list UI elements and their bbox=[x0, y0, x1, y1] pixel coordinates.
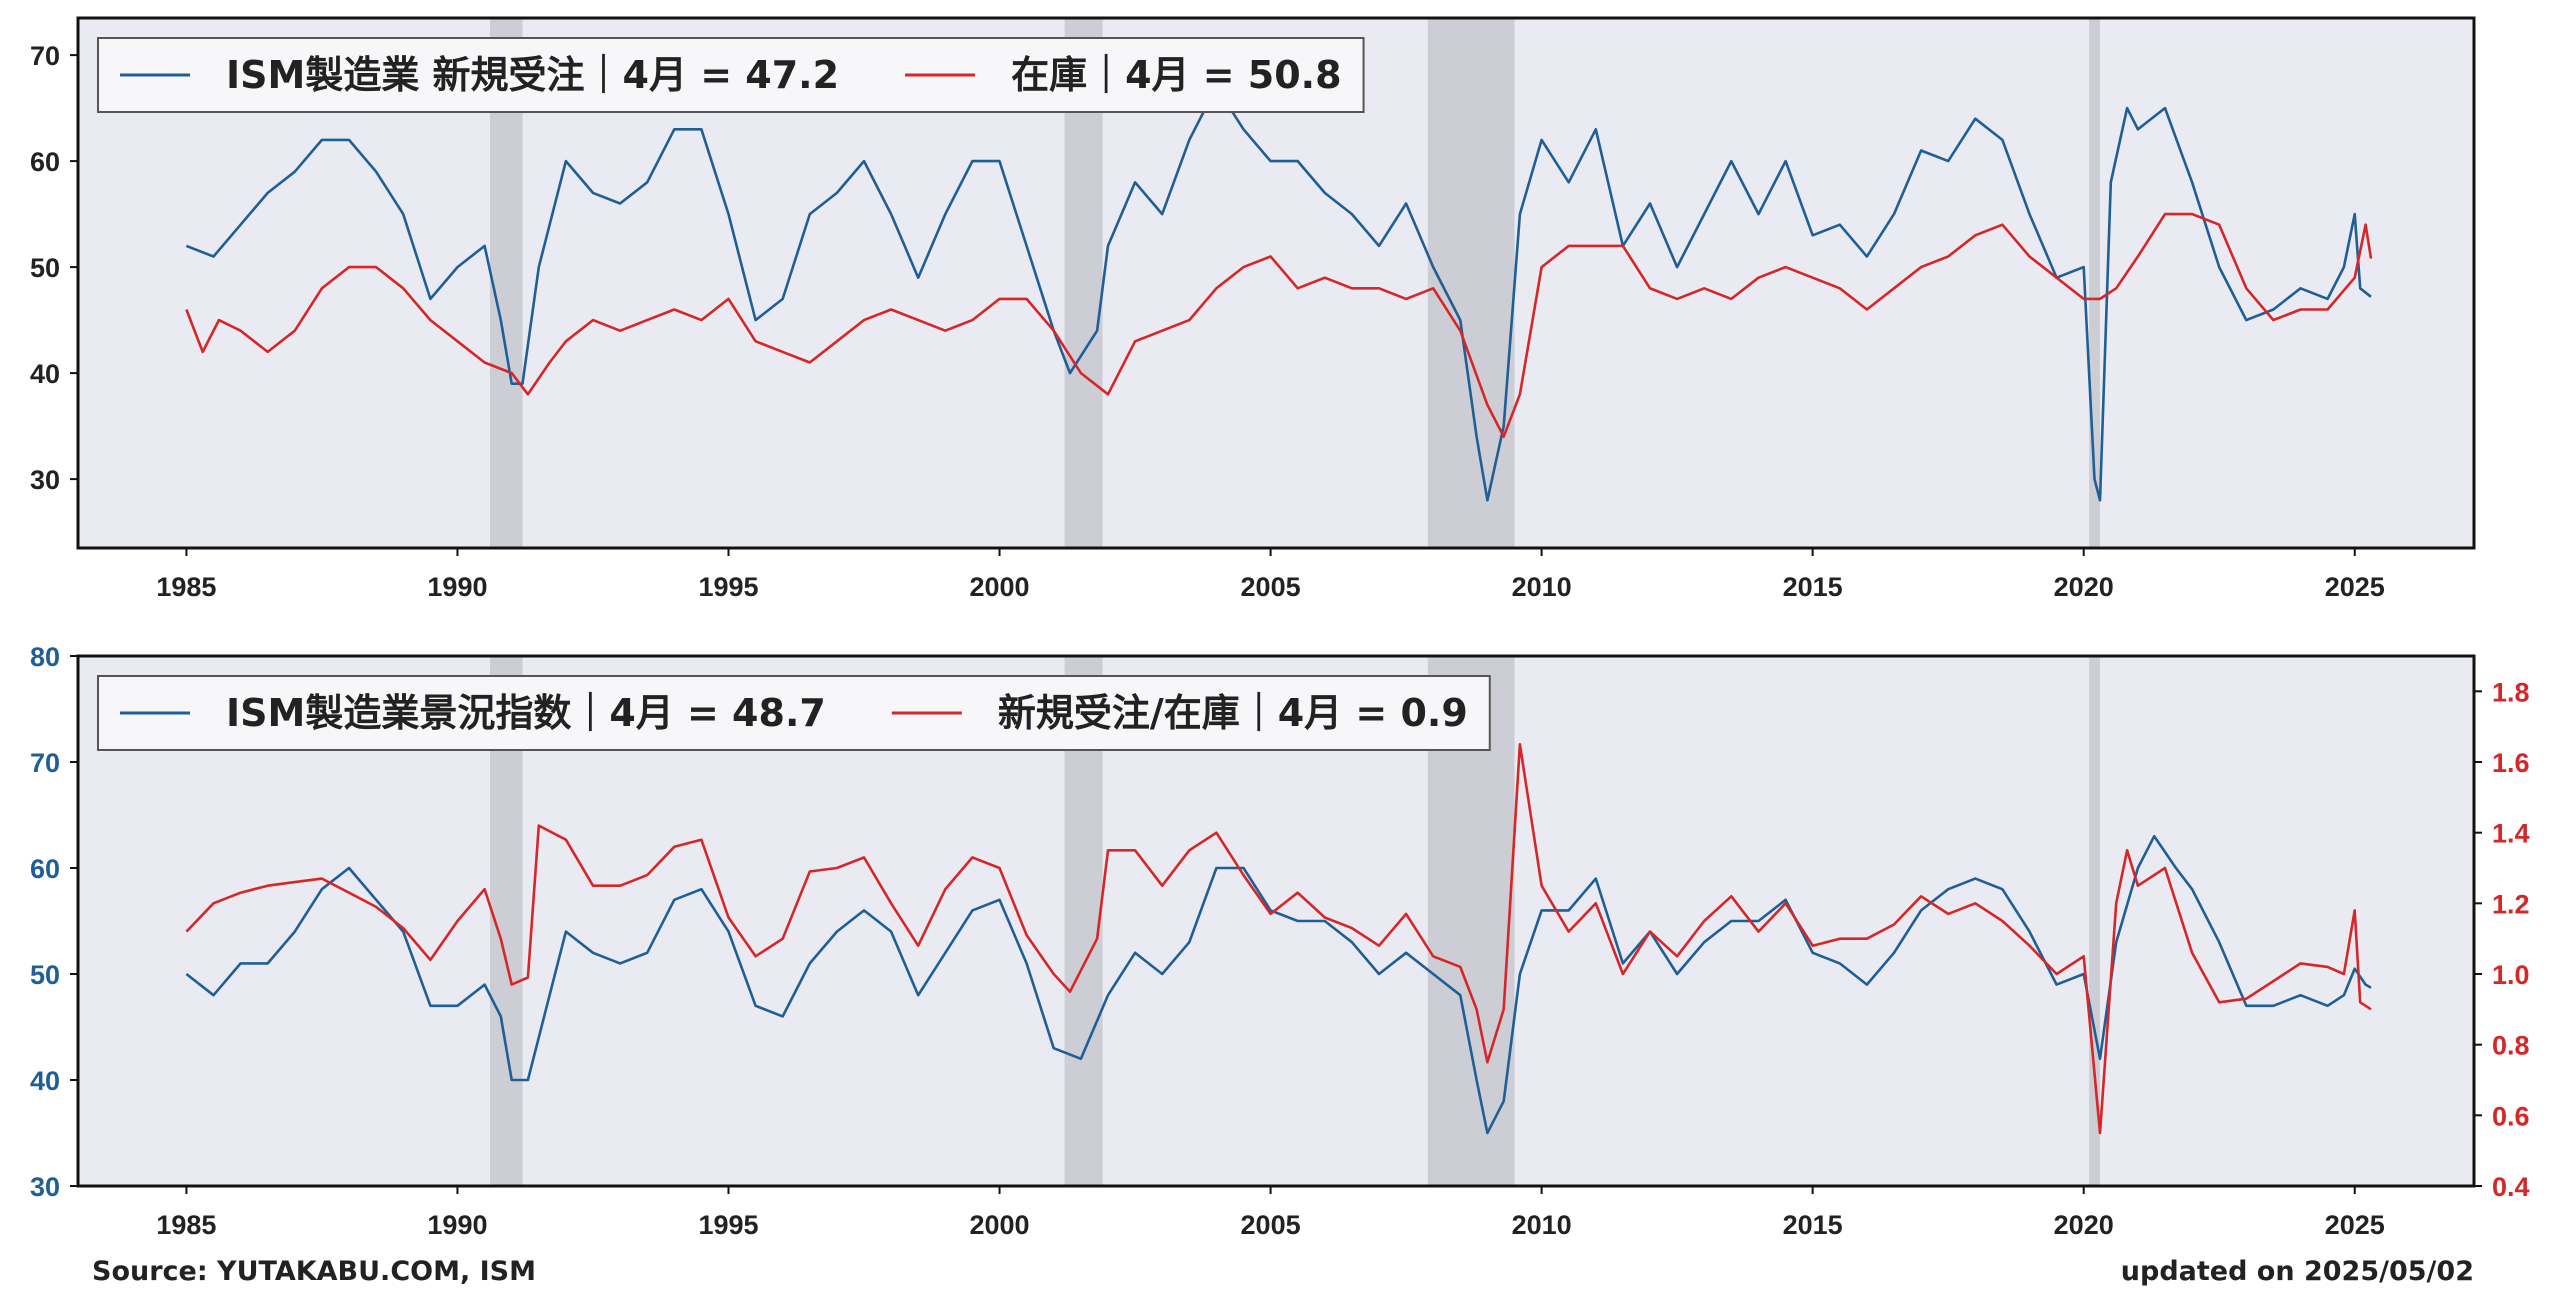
x-tick-label: 2005 bbox=[1241, 572, 1301, 602]
x-tick-label: 2005 bbox=[1241, 1210, 1301, 1240]
legend-box bbox=[97, 37, 1365, 113]
x-tick-label: 1985 bbox=[156, 572, 216, 602]
legend-label: 新規受注/在庫｜4月 = 0.9 bbox=[998, 691, 1468, 735]
x-tick-label: 2025 bbox=[2325, 1210, 2385, 1240]
bottom-panel: 1985 1990 1995 2000 2005 2010 2015 2020 2025 30 40… bbox=[30, 642, 2530, 1240]
legend-label: ISM製造業景況指数｜4月 = 48.7 bbox=[226, 691, 826, 735]
x-tick-label: 2015 bbox=[1783, 1210, 1843, 1240]
legend: ISM製造業景況指数｜4月 = 48.7 新規受注/在庫｜4月 = 0.9 bbox=[97, 675, 1491, 751]
plot-frame bbox=[76, 654, 2476, 1188]
x-tick-label: 2010 bbox=[1512, 572, 1572, 602]
x-tick-label: 2020 bbox=[2054, 572, 2114, 602]
y-tick-label: 60 bbox=[30, 147, 60, 177]
x-tick-label: 1995 bbox=[698, 572, 758, 602]
x-tick-label: 2015 bbox=[1783, 572, 1843, 602]
legend: ISM製造業 新規受注｜4月 = 47.2 在庫｜4月 = 50.8 bbox=[97, 37, 1365, 113]
x-tick-label: 1985 bbox=[156, 1210, 216, 1240]
y2-tick-label: 0.8 bbox=[2492, 1031, 2530, 1061]
y-tick-label: 60 bbox=[30, 854, 60, 884]
series-line-red bbox=[185, 212, 2373, 438]
y-tick-label: 50 bbox=[30, 253, 60, 283]
y-tick-label: 30 bbox=[30, 1172, 60, 1202]
x-tick-label: 2010 bbox=[1512, 1210, 1572, 1240]
plot-frame bbox=[76, 16, 2476, 550]
x-tick-label: 2000 bbox=[969, 1210, 1029, 1240]
recession-band bbox=[2089, 18, 2100, 548]
x-tick-label: 1995 bbox=[698, 1210, 758, 1240]
legend-label: 在庫｜4月 = 50.8 bbox=[1011, 53, 1342, 97]
y-tick-label: 40 bbox=[30, 359, 60, 389]
x-tick-label: 2020 bbox=[2054, 1210, 2114, 1240]
legend-label: ISM製造業 新規受注｜4月 = 47.2 bbox=[226, 53, 839, 97]
y-tick-label: 70 bbox=[30, 41, 60, 71]
y-tick-label: 80 bbox=[30, 642, 60, 672]
y-tick-label: 50 bbox=[30, 960, 60, 990]
updated-note: updated on 2025/05/02 bbox=[2120, 1256, 2474, 1287]
x-tick-label: 2000 bbox=[969, 572, 1029, 602]
y2-tick-label: 1.0 bbox=[2492, 960, 2530, 990]
y2-tick-label: 1.8 bbox=[2492, 677, 2530, 707]
y-tick-label: 30 bbox=[30, 465, 60, 495]
y2-tick-label: 1.4 bbox=[2492, 819, 2530, 849]
recession-band bbox=[2089, 656, 2100, 1186]
legend-box bbox=[97, 675, 1491, 751]
y-tick-label: 70 bbox=[30, 748, 60, 778]
x-tick-label: 2025 bbox=[2325, 572, 2385, 602]
source-note: Source: YUTAKABU.COM, ISM bbox=[92, 1256, 536, 1287]
top-panel: 1985 1990 1995 2000 2005 2010 2015 2020 2025 30 40… bbox=[30, 16, 2476, 602]
x-tick-label: 1990 bbox=[427, 572, 487, 602]
y2-tick-label: 0.4 bbox=[2492, 1172, 2530, 1202]
y2-tick-label: 0.6 bbox=[2492, 1101, 2530, 1131]
x-tick-label: 1990 bbox=[427, 1210, 487, 1240]
y2-tick-label: 1.2 bbox=[2492, 889, 2530, 919]
y-tick-label: 40 bbox=[30, 1066, 60, 1096]
series-line-red bbox=[185, 743, 2372, 1135]
series-line-blue bbox=[185, 85, 2372, 502]
y2-tick-label: 1.6 bbox=[2492, 748, 2530, 778]
